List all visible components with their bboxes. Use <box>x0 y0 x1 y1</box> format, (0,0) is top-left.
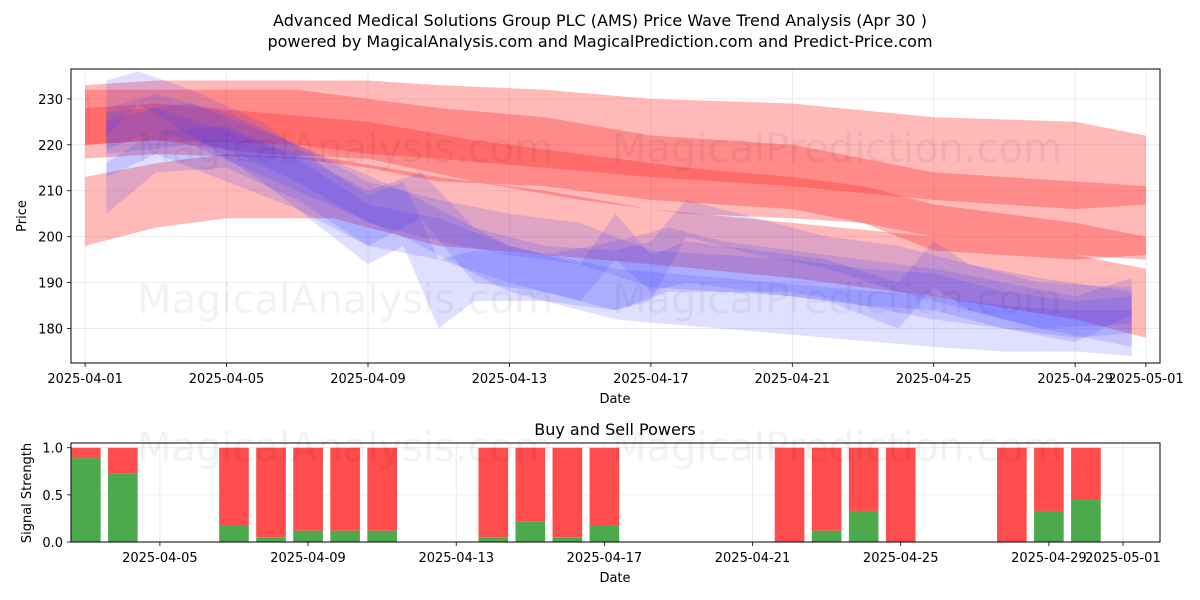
price-x-tick-label: 2025-04-01 <box>47 372 123 387</box>
sell-power-bar <box>515 447 546 522</box>
price-x-tick-label: 2025-04-21 <box>755 372 831 387</box>
watermark-analysis-top: MagicalAnalysis.com <box>137 126 553 172</box>
price-x-tick-label: 2025-04-05 <box>189 372 265 387</box>
price-x-tick-label: 2025-04-17 <box>613 372 689 387</box>
watermark-prediction-top: MagicalPrediction.com <box>612 126 1062 172</box>
blue-wave-band <box>106 103 1132 357</box>
price-plot: MagicalAnalysis.com MagicalPrediction.co… <box>15 68 1184 407</box>
price-y-ticks: 180 190 200 210 220 230 <box>38 93 71 338</box>
watermark-prediction-mid: MagicalPrediction.com <box>612 277 1062 323</box>
sell-power-bar <box>997 447 1027 542</box>
watermark-analysis-bottom: MagicalAnalysis.com <box>137 425 553 471</box>
buy-power-bar <box>589 525 620 542</box>
sell-power-bar <box>71 447 101 459</box>
price-x-tick-label: 2025-04-25 <box>896 372 972 387</box>
signal-chart-title: Buy and Sell Powers <box>534 420 696 439</box>
price-x-ticks: 2025-04-01 2025-04-05 2025-04-09 2025-04-13… <box>47 363 1184 387</box>
chart-title-line2: powered by MagicalAnalysis.com and Magic… <box>267 32 932 51</box>
signal-plot: Buy and Sell Powers MagicalAnalysis.com … <box>20 420 1161 586</box>
signal-x-tick-label: 2025-04-17 <box>567 551 643 566</box>
blue-wave-band <box>106 71 1132 343</box>
price-y-tick-label: 210 <box>38 185 63 200</box>
price-plot-frame <box>70 68 1161 364</box>
sell-power-bar <box>256 447 286 538</box>
red-wave-band <box>85 154 1146 338</box>
price-y-tick-label: 230 <box>38 93 63 108</box>
sell-power-bar <box>367 447 397 531</box>
red-wave-band <box>85 80 1146 260</box>
buy-power-bar <box>1034 510 1064 542</box>
buy-power-bar <box>219 525 249 542</box>
buy-power-bar <box>811 530 842 542</box>
watermark-analysis-mid: MagicalAnalysis.com <box>137 277 553 323</box>
buy-power-bar <box>71 458 101 542</box>
price-grid <box>71 69 1160 363</box>
signal-x-tick-label: 2025-04-05 <box>122 551 198 566</box>
sell-power-bar <box>1071 447 1101 500</box>
signal-y-axis-label: Signal Strength <box>20 443 35 543</box>
red-wave-band <box>85 89 1146 210</box>
buy-power-bar <box>552 537 583 542</box>
sell-power-bar <box>108 447 138 474</box>
chart-title-line1: Advanced Medical Solutions Group PLC (AM… <box>273 11 927 30</box>
buy-power-bar <box>108 473 138 542</box>
price-x-tick-label: 2025-05-01 <box>1108 372 1184 387</box>
sell-power-bar <box>774 447 805 542</box>
price-y-tick-label: 190 <box>38 277 63 292</box>
buy-power-bar <box>293 530 323 542</box>
signal-x-ticks: 2025-04-05 2025-04-09 2025-04-13 2025-04-17… <box>122 542 1161 566</box>
signal-y-tick-label: 0.5 <box>42 489 63 504</box>
sell-power-bar <box>552 447 583 538</box>
sell-power-bar <box>811 447 842 531</box>
signal-y-tick-label: 1.0 <box>42 442 63 457</box>
buy-power-bar <box>515 521 546 542</box>
signal-plot-frame <box>70 442 1161 543</box>
buy-power-bar <box>1071 499 1101 542</box>
buy-power-bar <box>256 537 286 542</box>
price-y-tick-label: 200 <box>38 231 63 246</box>
sell-power-bar <box>330 447 360 531</box>
sell-power-bar <box>848 447 879 511</box>
red-wave-band <box>85 103 1146 260</box>
signal-x-tick-label: 2025-05-01 <box>1085 551 1161 566</box>
sell-power-bar <box>478 447 509 538</box>
sell-power-bar <box>293 447 323 531</box>
signal-x-tick-label: 2025-04-25 <box>863 551 939 566</box>
sell-power-bar <box>885 447 916 542</box>
sell-power-bar <box>219 447 249 526</box>
price-y-axis-label: Price <box>15 200 30 232</box>
buy-power-bar <box>478 537 509 542</box>
signal-y-tick-label: 0.0 <box>42 536 63 551</box>
price-x-tick-label: 2025-04-29 <box>1037 372 1113 387</box>
signal-x-tick-label: 2025-04-29 <box>1011 551 1087 566</box>
signal-x-tick-label: 2025-04-13 <box>418 551 494 566</box>
buy-power-bar <box>330 530 360 542</box>
price-y-tick-label: 180 <box>38 323 63 338</box>
price-x-tick-label: 2025-04-09 <box>330 372 406 387</box>
blue-wave-band <box>106 108 1132 329</box>
signal-x-tick-label: 2025-04-09 <box>270 551 346 566</box>
blue-wave-band <box>106 126 1132 347</box>
signal-x-axis-label: Date <box>599 571 630 586</box>
watermark-prediction-bottom: MagicalPrediction.com <box>612 425 1062 471</box>
price-x-axis-label: Date <box>599 392 630 407</box>
sell-power-bar <box>589 447 620 526</box>
signal-bars <box>71 447 1101 542</box>
price-y-tick-label: 220 <box>38 139 63 154</box>
signal-y-ticks: 0.0 0.5 1.0 <box>42 442 71 551</box>
price-bands <box>85 71 1146 357</box>
signal-x-tick-label: 2025-04-21 <box>715 551 791 566</box>
price-x-tick-label: 2025-04-13 <box>472 372 548 387</box>
sell-power-bar <box>1034 447 1064 511</box>
buy-power-bar <box>367 530 397 542</box>
buy-power-bar <box>848 510 879 542</box>
blue-wave-band <box>106 94 1132 338</box>
